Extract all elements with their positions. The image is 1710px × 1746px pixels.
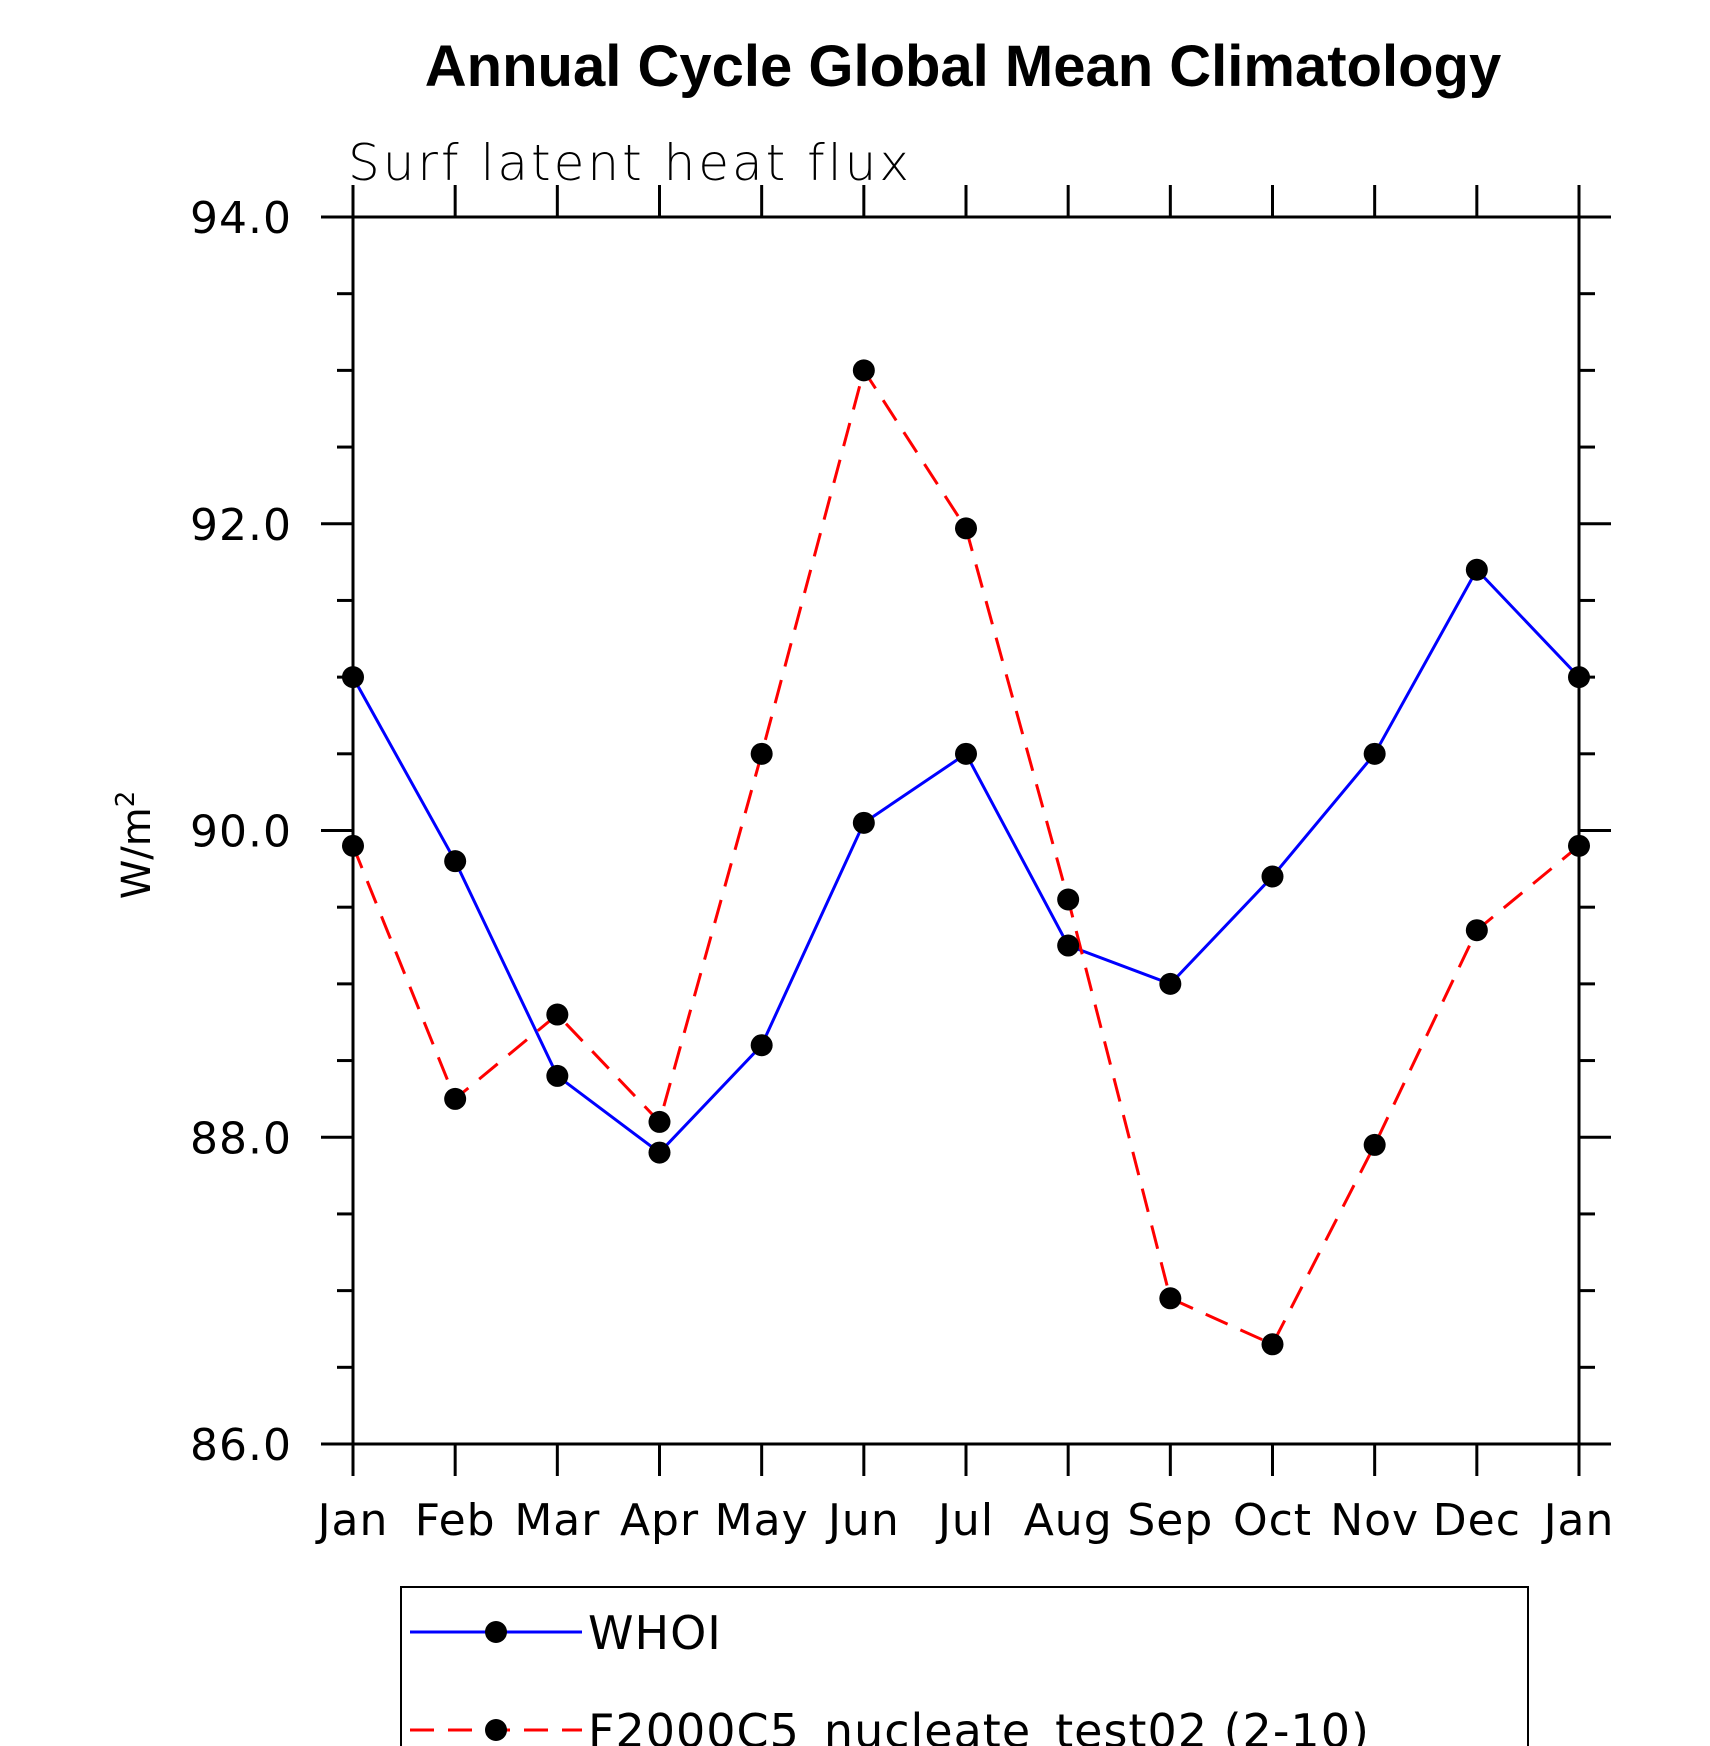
y-tick-label: 90.0 — [190, 807, 292, 858]
data-point — [750, 742, 773, 765]
x-tick-label: Jan — [1541, 1495, 1615, 1546]
data-point — [955, 517, 977, 540]
y-tick-label: 88.0 — [190, 1113, 292, 1164]
data-point — [1363, 742, 1386, 765]
chart-subtitle: Surf latent heat flux — [348, 134, 912, 192]
x-tick-label: Jan — [315, 1495, 389, 1546]
data-point — [750, 1034, 773, 1057]
data-point — [1465, 919, 1488, 942]
data-point — [852, 811, 875, 834]
x-tick-label: Jun — [825, 1495, 900, 1546]
data-point — [1568, 834, 1590, 857]
legend-label: F2000C5_nucleate_test02 (2-10) — [588, 1704, 1370, 1746]
data-point — [1057, 888, 1080, 911]
x-tick-label: Sep — [1127, 1495, 1213, 1546]
data-point — [1057, 934, 1080, 957]
data-point — [444, 850, 467, 873]
data-point — [648, 1141, 671, 1164]
x-tick-label: Mar — [514, 1495, 600, 1546]
data-point — [955, 742, 977, 765]
data-point — [1465, 558, 1488, 581]
data-point — [1261, 1333, 1284, 1356]
legend: WHOI F2000C5_nucleate_test02 (2-10) — [400, 1586, 1529, 1746]
svg-text:W/m2: W/m2 — [111, 791, 160, 900]
x-tick-label: Apr — [620, 1495, 699, 1546]
series-markers — [342, 359, 1590, 1356]
data-point — [1261, 865, 1284, 888]
legend-marker — [485, 1621, 507, 1643]
x-tick-label: Feb — [415, 1495, 496, 1546]
legend-box — [400, 1586, 1529, 1746]
data-point — [1159, 1287, 1182, 1310]
x-tick-label: Dec — [1433, 1495, 1521, 1546]
x-tick-label: May — [715, 1495, 809, 1546]
data-point — [342, 666, 364, 689]
legend-label: WHOI — [588, 1606, 722, 1660]
x-tick-label: Aug — [1024, 1495, 1113, 1546]
y-axis-label-superscript: 2 — [111, 791, 141, 808]
y-tick-label: 92.0 — [190, 500, 292, 551]
data-point — [444, 1087, 467, 1110]
series-line-1 — [351, 366, 1580, 1347]
legend-items: WHOI F2000C5_nucleate_test02 (2-10) — [410, 1606, 1370, 1746]
y-axis-label-text: W/m — [114, 807, 160, 899]
chart-title: Annual Cycle Global Mean Climatology — [425, 34, 1501, 99]
series-lines — [351, 366, 1581, 1347]
data-point — [852, 359, 875, 382]
y-axis-label: W/m2 — [111, 791, 160, 900]
x-tick-label: Jul — [935, 1495, 994, 1546]
data-point — [1159, 972, 1182, 995]
y-tick-label: 94.0 — [190, 193, 292, 244]
plot-frame — [351, 215, 1581, 1446]
data-point — [342, 834, 364, 857]
data-point — [1568, 666, 1590, 689]
data-point — [546, 1003, 569, 1026]
data-point — [648, 1110, 671, 1133]
x-tick-label: Nov — [1330, 1495, 1419, 1546]
y-tick-label: 86.0 — [190, 1420, 292, 1471]
x-tick-label: Oct — [1233, 1495, 1312, 1546]
legend-marker — [485, 1719, 507, 1741]
series-line-0 — [351, 567, 1581, 1155]
data-point — [546, 1064, 569, 1087]
axis-ticks: Jan Feb Mar Apr May Jun Jul Aug Sep Oct Nov Dec Jan 8… — [190, 185, 1615, 1546]
data-point — [1363, 1133, 1386, 1156]
